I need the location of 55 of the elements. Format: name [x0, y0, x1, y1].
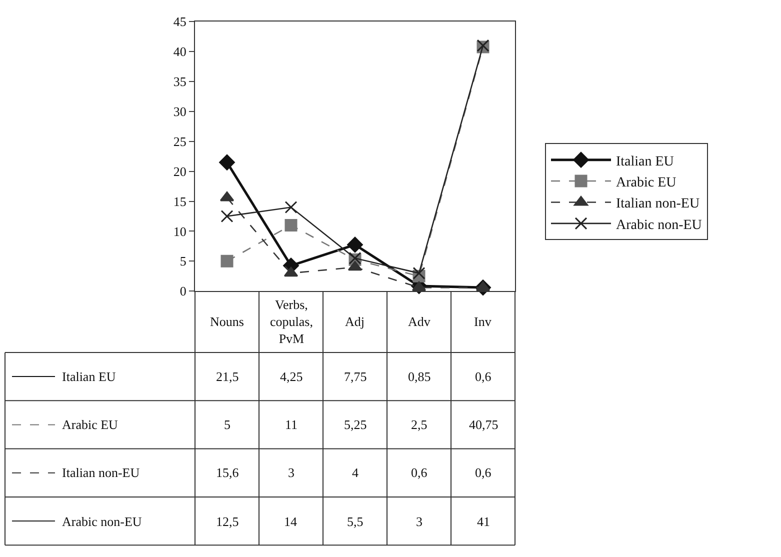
data-label: 4	[352, 465, 359, 480]
point	[284, 266, 298, 277]
x-tick-label: Verbs, copulas, PvM	[270, 297, 313, 346]
point	[284, 201, 298, 214]
data-label: 4,25	[280, 369, 303, 384]
legend-label: Arabic non-EU	[616, 218, 702, 233]
data-label: 41	[477, 514, 490, 529]
data-label: 12,5	[216, 514, 239, 529]
x-tick-label: Inv	[474, 314, 492, 329]
point	[412, 266, 426, 280]
y-tick-label: 45	[173, 14, 186, 30]
point	[348, 260, 362, 271]
y-tick-label: 15	[173, 194, 186, 209]
data-label: 2,5	[411, 417, 428, 432]
y-tick-label: 25	[173, 134, 186, 149]
point	[412, 281, 426, 292]
data-label: 21,5	[216, 369, 239, 384]
data-label: 11	[285, 417, 298, 432]
data-label: 15,6	[216, 465, 240, 480]
data-label: 40,75	[469, 417, 498, 432]
text: Italian EU	[62, 369, 116, 384]
y-tick-label: 10	[173, 224, 186, 239]
point	[220, 191, 234, 202]
data-label: 14	[284, 514, 298, 529]
x-tick-label: Adj	[345, 314, 364, 329]
point	[220, 254, 234, 268]
x-tick-label: Nouns	[210, 314, 244, 329]
data-label: 3	[288, 465, 294, 480]
data-label: 0,6	[475, 465, 492, 480]
point	[347, 236, 363, 253]
y-tick-label: 20	[173, 164, 186, 179]
y-tick-label: 5	[180, 254, 186, 269]
text: Arabic non-EU	[62, 514, 142, 529]
point	[476, 281, 490, 292]
x-tick-label: Adv	[408, 314, 431, 329]
data-label: 0,85	[408, 369, 431, 384]
y-tick-label: 30	[173, 104, 186, 119]
legend-label: Italian non-EU	[616, 196, 700, 212]
point	[220, 210, 234, 223]
data-label: 3	[416, 514, 422, 529]
data-label: 0,6	[411, 465, 428, 480]
point	[219, 154, 235, 170]
text: Arabic EU	[62, 417, 118, 432]
data-label: 0,6	[475, 369, 492, 384]
legend-label: Arabic EU	[616, 175, 676, 190]
y-tick-label: 35	[173, 74, 186, 90]
y-tick-label: 0	[180, 284, 186, 299]
data-label: 7,75	[344, 369, 367, 384]
data-label: 5,5	[347, 514, 364, 529]
legend-label: Italian EU	[616, 154, 674, 170]
point	[284, 218, 298, 232]
data-label: 5	[224, 417, 230, 432]
data-label: 5,25	[344, 417, 367, 432]
text: Italian non-EU	[62, 465, 140, 480]
y-tick-label: 40	[173, 44, 186, 60]
